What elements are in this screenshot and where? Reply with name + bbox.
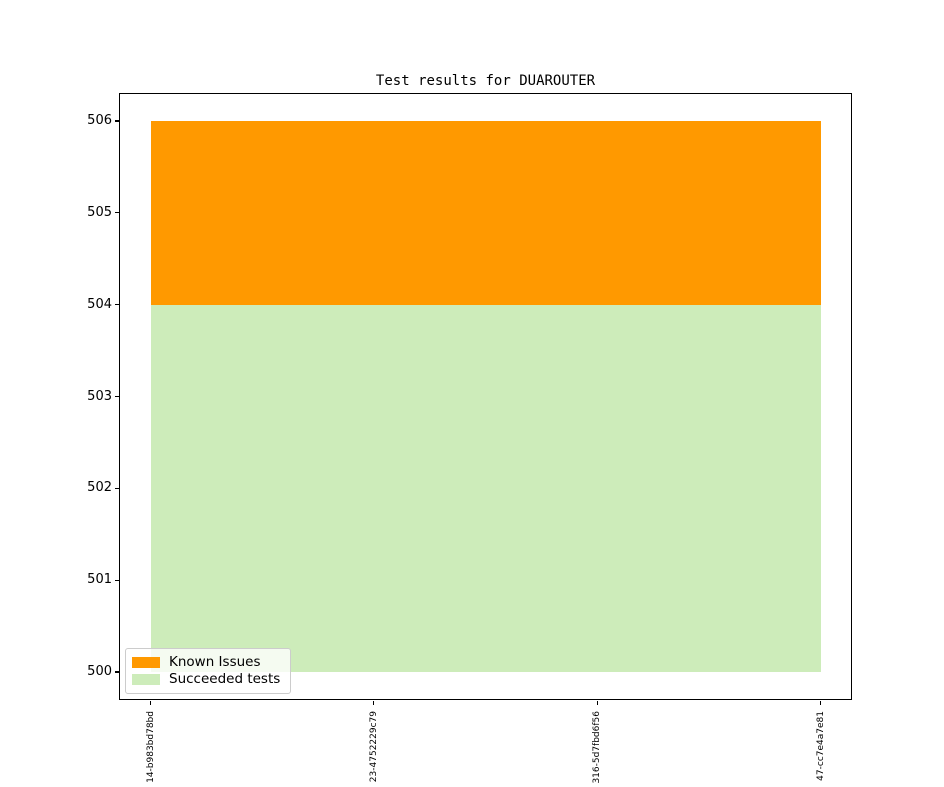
x-tick-label: 316-5d7fbd6f56 <box>592 711 603 784</box>
legend-items: Known Issues Succeeded tests <box>132 654 282 688</box>
y-tick-mark <box>115 487 119 489</box>
y-tick-mark <box>115 212 119 214</box>
x-tick-label: 14-b983bd78bd <box>145 711 156 783</box>
y-tick-label: 501 <box>87 572 112 588</box>
y-tick-label: 506 <box>87 113 112 128</box>
series-band-known-issues <box>150 121 821 305</box>
y-tick-mark <box>115 395 119 398</box>
x-tick-mark <box>819 700 822 705</box>
series-band-succeeded-tests <box>150 304 821 672</box>
legend-swatch-icon <box>132 657 160 668</box>
y-tick-mark <box>115 671 119 673</box>
y-tick-mark <box>115 304 119 306</box>
y-tick-mark <box>115 579 119 581</box>
plot-area <box>119 93 852 700</box>
y-tick-label: 504 <box>87 296 112 312</box>
legend: Known Issues Succeeded tests <box>125 648 291 694</box>
legend-swatch-icon <box>132 674 160 685</box>
x-tick-label: 47-cc7e4a7e81 <box>815 711 826 781</box>
y-tick-label: 502 <box>87 480 112 496</box>
y-tick-label: 500 <box>87 664 112 679</box>
y-tick-mark <box>115 120 119 122</box>
legend-entry: Known Issues <box>132 654 282 671</box>
y-tick-label: 505 <box>87 204 112 220</box>
y-tick-label: 503 <box>87 388 112 404</box>
legend-label: Known Issues <box>169 654 261 670</box>
legend-entry: Succeeded tests <box>132 671 282 688</box>
x-tick-mark <box>373 700 375 705</box>
chart-title: Test results for DUAROUTER <box>375 73 596 89</box>
x-tick-label: 23-4752229c79 <box>368 711 379 783</box>
x-tick-mark <box>149 700 152 705</box>
x-tick-mark <box>596 700 598 705</box>
legend-label: Succeeded tests <box>169 671 281 687</box>
